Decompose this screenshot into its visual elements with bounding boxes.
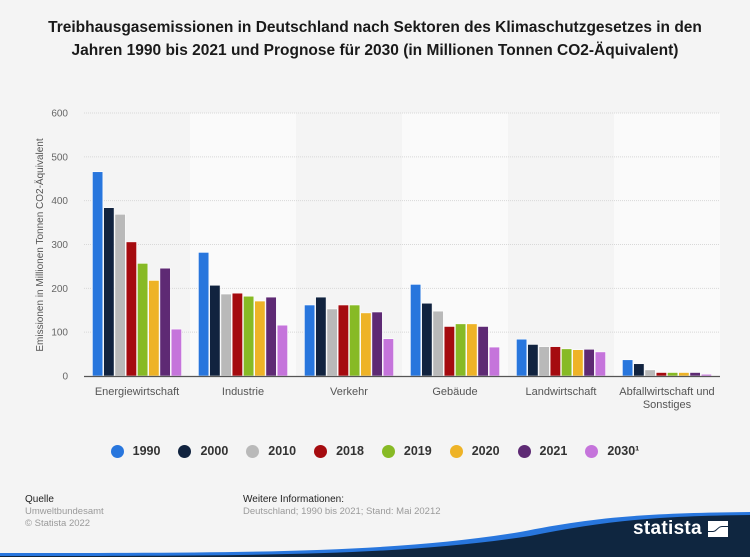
legend-dot-icon bbox=[517, 444, 531, 458]
legend-label: 2030¹ bbox=[607, 444, 640, 458]
source-block: Quelle Umweltbundesamt © Statista 2022 bbox=[25, 494, 104, 530]
statista-logo[interactable]: statista bbox=[633, 518, 728, 540]
legend-dot-icon bbox=[110, 444, 124, 458]
copyright-text: © Statista 2022 bbox=[25, 518, 91, 529]
brand-text: statista bbox=[633, 518, 702, 539]
x-tick-label: Industrie bbox=[222, 386, 264, 398]
legend-label: 2000 bbox=[200, 444, 229, 458]
y-tick-label: 300 bbox=[51, 240, 68, 251]
gridlines bbox=[84, 112, 720, 333]
source-text[interactable]: Umweltbundesamt bbox=[25, 506, 104, 517]
legend-item-2021[interactable]: 2021 bbox=[517, 444, 568, 458]
x-tick-label: Energiewirtschaft bbox=[95, 386, 179, 398]
statista-logo-icon bbox=[707, 521, 728, 537]
info-heading: Weitere Informationen: bbox=[243, 494, 344, 505]
info-text: Deutschland; 1990 bis 2021; Stand: Mai 2… bbox=[243, 506, 441, 517]
x-tick-label: Gebäude bbox=[432, 386, 477, 398]
x-tick-label: Abfallwirtschaft und bbox=[619, 386, 714, 398]
legend-dot-icon bbox=[449, 444, 463, 458]
x-tick-label: Landwirtschaft bbox=[526, 386, 597, 398]
legend-dot-icon bbox=[585, 444, 599, 458]
y-tick-label: 500 bbox=[51, 152, 68, 163]
legend-item-2000[interactable]: 2000 bbox=[178, 444, 228, 458]
x-tick-label: Verkehr bbox=[330, 386, 368, 398]
legend-dot-icon bbox=[381, 444, 395, 458]
legend-label: 1990 bbox=[132, 444, 161, 458]
legend-dot-icon bbox=[178, 444, 192, 458]
chart-title: Treibhausgasemissionen in Deutschland na… bbox=[48, 19, 702, 59]
y-tick-label: 200 bbox=[51, 284, 68, 295]
y-tick-label: 100 bbox=[51, 328, 68, 339]
legend-item-2010[interactable]: 2010 bbox=[246, 444, 296, 458]
y-axis-label: Emissionen in Millionen Tonnen CO2-Äquiv… bbox=[34, 138, 46, 351]
legend-label: 2019 bbox=[403, 444, 432, 458]
legend-dot-icon bbox=[314, 444, 328, 458]
legend-label: 2010 bbox=[268, 444, 297, 458]
legend-dot-icon bbox=[246, 444, 260, 458]
y-tick-label: 600 bbox=[51, 109, 68, 120]
legend-label: 2021 bbox=[539, 444, 568, 458]
y-tick-label: 0 bbox=[62, 372, 68, 383]
legend-label: 2018 bbox=[336, 444, 364, 458]
legend: 1990 2000 2010 2018 2019 2020 2021 2030¹ bbox=[0, 444, 750, 458]
legend-item-2020[interactable]: 2020 bbox=[449, 444, 500, 458]
legend-item-2019[interactable]: 2019 bbox=[381, 444, 432, 458]
legend-item-1990[interactable]: 1990 bbox=[110, 444, 161, 458]
info-block: Weitere Informationen: Deutschland; 1990… bbox=[243, 494, 441, 518]
y-axis-ticks: 0 100 200 300 400 500 600 bbox=[51, 109, 68, 383]
legend-item-2018[interactable]: 2018 bbox=[314, 444, 364, 458]
source-heading: Quelle bbox=[25, 494, 54, 505]
y-tick-label: 400 bbox=[51, 196, 68, 207]
legend-item-2030[interactable]: 2030¹ bbox=[585, 444, 639, 458]
x-tick-label: Sonstiges bbox=[643, 399, 692, 411]
x-axis-labels: Energiewirtschaft Industrie Verkehr Gebäude… bbox=[95, 386, 715, 411]
bars bbox=[92, 171, 712, 377]
legend-label: 2020 bbox=[471, 444, 500, 458]
